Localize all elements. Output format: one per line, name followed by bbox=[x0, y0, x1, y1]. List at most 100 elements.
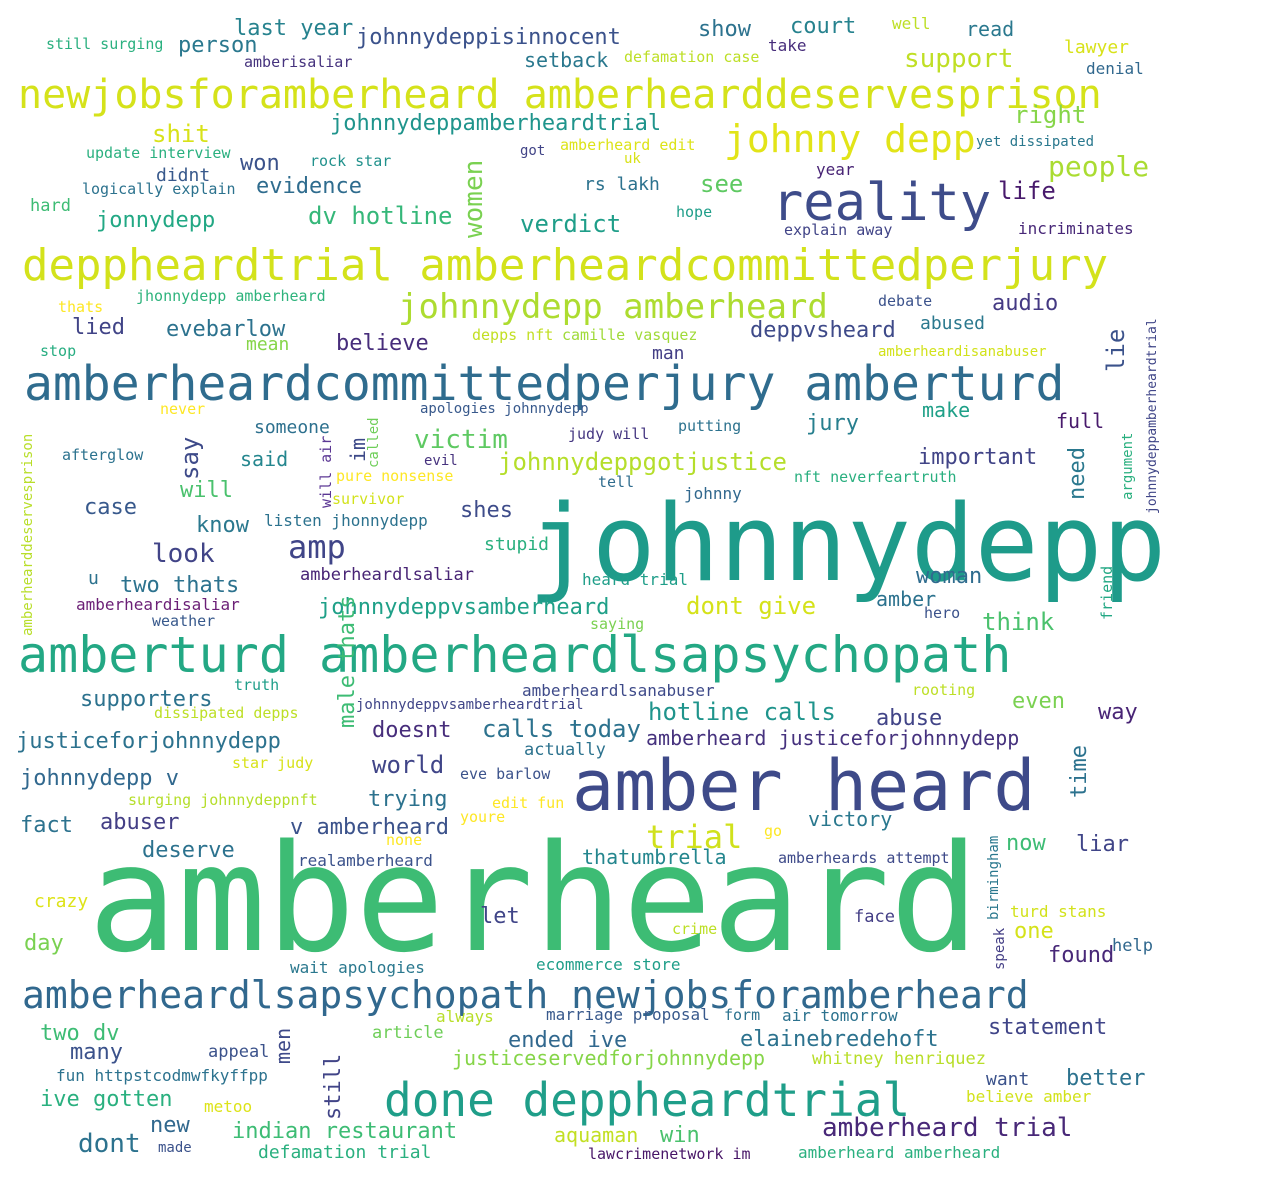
word-two-dv: two dv bbox=[40, 1021, 119, 1046]
word-jhonnydepp-amberheard: jhonnydepp amberheard bbox=[136, 287, 326, 305]
word-abused: abused bbox=[920, 313, 985, 334]
word-johnnydeppvsamberheard: johnnydeppvsamberheard bbox=[318, 595, 609, 620]
word-victory: victory bbox=[808, 807, 892, 831]
word-rooting: rooting bbox=[912, 681, 975, 699]
word-ended-ive: ended ive bbox=[508, 1028, 627, 1053]
word-argument: argument bbox=[1120, 433, 1136, 500]
word-read: read bbox=[966, 17, 1014, 41]
word-deserve: deserve bbox=[142, 838, 235, 863]
word-johnnydeppamberheardtrial: johnnydeppamberheardtrial bbox=[1145, 318, 1160, 514]
word-done-deppheardtrial: done deppheardtrial bbox=[384, 1073, 910, 1127]
word-found: found bbox=[1048, 943, 1114, 968]
word-incriminates: incriminates bbox=[1018, 219, 1134, 238]
word-thats: thats bbox=[58, 298, 103, 316]
word-calls-today: calls today bbox=[482, 715, 641, 743]
word-even: even bbox=[1012, 689, 1065, 714]
word-apologies-johnnydepp: apologies johnnydepp bbox=[420, 401, 589, 417]
word-survivor: survivor bbox=[332, 490, 404, 508]
word-need: need bbox=[1065, 447, 1090, 500]
word-someone: someone bbox=[254, 417, 330, 438]
word-fun-httpstcodmwfkyffpp: fun httpstcodmwfkyffpp bbox=[56, 1066, 268, 1085]
word-none: none bbox=[386, 831, 422, 849]
word-update-interview: update interview bbox=[86, 144, 231, 162]
word-deppvsheard: deppvsheard bbox=[750, 318, 896, 343]
word-two-thats: two thats bbox=[120, 573, 239, 598]
word-male-thats: male thats bbox=[335, 596, 360, 728]
word-afterglow: afterglow bbox=[62, 446, 144, 464]
word-friend: friend bbox=[1098, 566, 1116, 620]
word-uk: uk bbox=[624, 151, 641, 167]
word-last-year: last year bbox=[234, 16, 353, 41]
word-stupid: stupid bbox=[484, 534, 549, 555]
word-aquaman: aquaman bbox=[554, 1123, 638, 1147]
word-amberheardisanabuser: amberheardisanabuser bbox=[878, 344, 1047, 360]
word-court: court bbox=[790, 14, 856, 39]
word-elainebredehoft: elainebredehoft bbox=[740, 1027, 939, 1052]
word-know: know bbox=[196, 513, 250, 538]
word-take: take bbox=[768, 36, 807, 55]
word-setback: setback bbox=[524, 48, 608, 72]
word-women: women bbox=[459, 160, 489, 238]
word-say: say bbox=[176, 437, 204, 480]
word-youre: youre bbox=[460, 808, 505, 826]
word-dont-give: dont give bbox=[686, 592, 816, 620]
word-still: still bbox=[321, 1054, 346, 1120]
word-believe: believe bbox=[336, 331, 429, 356]
word-amberheard-justiceforjohnnydepp: amberheard justiceforjohnnydepp bbox=[646, 726, 1019, 750]
word-justiceforjohnnydepp: justiceforjohnnydepp bbox=[16, 729, 281, 754]
word-defamation-trial: defamation trial bbox=[258, 1142, 431, 1163]
word-shit: shit bbox=[152, 120, 210, 148]
word-amberheardisaliar: amberheardisaliar bbox=[76, 595, 240, 614]
word-amberheardlsapsychopath-newjobsforamberheard: amberheardlsapsychopath newjobsforamberh… bbox=[22, 973, 1029, 1017]
word-dont: dont bbox=[78, 1129, 141, 1159]
word-crime: crime bbox=[672, 920, 717, 938]
word-yet-dissipated: yet dissipated bbox=[976, 134, 1094, 150]
word-shes: shes bbox=[460, 498, 513, 523]
word-mean: mean bbox=[246, 334, 289, 355]
word-let: let bbox=[480, 904, 520, 929]
word-deppheardtrial-amberheardcommittedperjury: deppheardtrial amberheardcommittedperjur… bbox=[22, 240, 1108, 291]
word-justiceservedforjohnnydepp: justiceservedforjohnnydepp bbox=[452, 1046, 765, 1070]
word-im: im bbox=[346, 438, 370, 462]
word-amberheard-edit: amberheard edit bbox=[560, 136, 695, 154]
word-air-tomorrow: air tomorrow bbox=[782, 1006, 898, 1025]
word-amp: amp bbox=[288, 528, 346, 566]
word-whitney-henriquez: whitney henriquez bbox=[812, 1049, 986, 1069]
word-made: made bbox=[158, 1140, 192, 1156]
word-trying: trying bbox=[368, 787, 447, 812]
word-v-amberheard: v amberheard bbox=[290, 815, 449, 840]
word-people: people bbox=[1048, 150, 1149, 183]
word-always: always bbox=[436, 1007, 494, 1026]
word-didnt: didnt bbox=[156, 165, 210, 186]
word-logically-explain: logically explain bbox=[82, 180, 236, 198]
word-fact: fact bbox=[20, 813, 73, 838]
word-audio: audio bbox=[992, 291, 1058, 316]
word-denial: denial bbox=[1086, 59, 1144, 78]
word-better: better bbox=[1066, 1066, 1145, 1091]
word-important: important bbox=[918, 445, 1037, 470]
word-evidence: evidence bbox=[256, 174, 362, 199]
word-lawcrimenetwork-im: lawcrimenetwork im bbox=[588, 1145, 751, 1163]
word-form: form bbox=[724, 1006, 760, 1024]
word-world: world bbox=[372, 751, 444, 779]
word-birmingham: birmingham bbox=[986, 836, 1002, 920]
word-victim: victim bbox=[414, 425, 508, 455]
word-hotline-calls: hotline calls bbox=[648, 698, 836, 726]
word-amberisaliar: amberisaliar bbox=[244, 53, 352, 71]
word-time: time bbox=[1067, 745, 1092, 798]
word-right: right bbox=[1014, 101, 1086, 129]
word-appeal: appeal bbox=[208, 1042, 269, 1062]
word-won: won bbox=[240, 151, 280, 176]
word-got: got bbox=[520, 143, 545, 159]
word-jury: jury bbox=[806, 411, 859, 436]
word-case: case bbox=[84, 495, 137, 520]
word-think: think bbox=[982, 608, 1055, 636]
word-lied: lied bbox=[72, 315, 125, 340]
word-amberheards-attempt: amberheards attempt bbox=[778, 849, 950, 867]
word-well: well bbox=[892, 14, 931, 33]
word-crazy: crazy bbox=[34, 891, 88, 912]
word-stop: stop bbox=[40, 342, 76, 360]
word-johnnydeppamberheardtrial: johnnydeppamberheardtrial bbox=[330, 111, 661, 136]
word-never: never bbox=[160, 400, 205, 418]
word-abuse: abuse bbox=[876, 706, 942, 731]
